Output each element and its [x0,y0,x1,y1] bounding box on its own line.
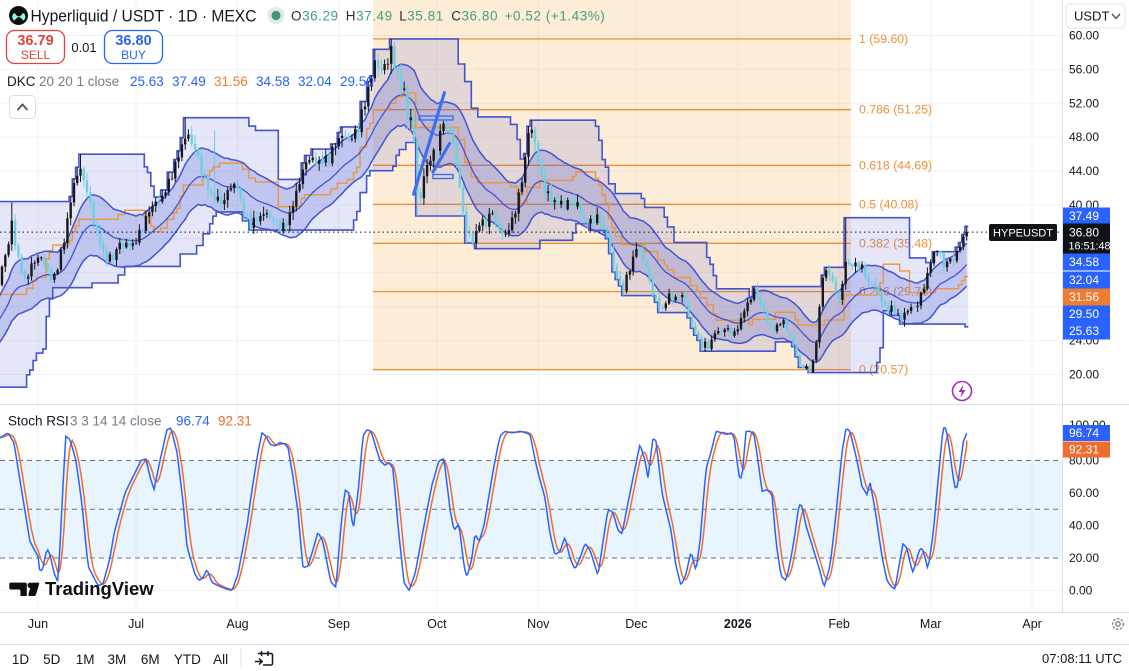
svg-text:C36.80: C36.80 [451,9,498,24]
svg-text:HYPEUSDT: HYPEUSDT [993,228,1053,240]
svg-text:1M: 1M [76,652,95,667]
svg-text:+0.52 (+1.43%): +0.52 (+1.43%) [505,9,606,24]
svg-text:Jun: Jun [28,617,48,631]
svg-text:92.31: 92.31 [218,414,252,429]
svg-text:36.79: 36.79 [17,33,53,49]
svg-text:Oct: Oct [427,617,447,631]
svg-text:0.01: 0.01 [71,40,96,55]
svg-text:Nov: Nov [527,617,550,631]
svg-text:0.5 (40.08): 0.5 (40.08) [859,197,918,211]
svg-text:1D: 1D [12,652,30,667]
svg-text:20.00: 20.00 [1069,368,1099,382]
svg-text:0.382 (35.48): 0.382 (35.48) [859,236,932,250]
svg-text:Jul: Jul [128,617,144,631]
svg-text:32.04: 32.04 [1069,273,1099,287]
svg-text:96.74: 96.74 [176,414,210,429]
svg-text:36.80: 36.80 [1069,226,1099,240]
svg-text:44.00: 44.00 [1069,164,1099,178]
svg-text:Apr: Apr [1022,617,1041,631]
svg-text:31.56: 31.56 [1069,290,1099,304]
svg-text:BUY: BUY [121,48,146,62]
svg-text:48.00: 48.00 [1069,130,1099,144]
svg-text:60.00: 60.00 [1069,486,1099,500]
svg-text:L35.81: L35.81 [399,9,444,24]
svg-text:92.31: 92.31 [1069,443,1099,457]
svg-text:29.50: 29.50 [1069,307,1099,321]
svg-text:32.04: 32.04 [298,74,332,89]
svg-text:3 3 14 14 close: 3 3 14 14 close [70,414,162,429]
svg-text:0.786 (51.25): 0.786 (51.25) [859,103,932,117]
svg-text:Sep: Sep [328,617,350,631]
svg-text:5D: 5D [43,652,61,667]
svg-text:60.00: 60.00 [1069,29,1099,43]
svg-text:0.00: 0.00 [1069,584,1093,598]
svg-text:56.00: 56.00 [1069,62,1099,76]
svg-text:2026: 2026 [724,617,752,631]
svg-text:Feb: Feb [828,617,850,631]
svg-text:SELL: SELL [21,48,51,62]
svg-text:Mar: Mar [920,617,942,631]
svg-text:31.56: 31.56 [214,74,248,89]
svg-text:40.00: 40.00 [1069,519,1099,533]
svg-text:37.49: 37.49 [172,74,206,89]
svg-text:25.63: 25.63 [1069,324,1099,338]
svg-text:All: All [213,652,228,667]
svg-text:0.618 (44.69): 0.618 (44.69) [859,158,932,172]
svg-text:Dec: Dec [625,617,647,631]
svg-text:37.49: 37.49 [1069,209,1099,223]
svg-text:USDT: USDT [1074,9,1109,24]
svg-text:Stoch RSI: Stoch RSI [8,414,69,429]
svg-text:6M: 6M [141,652,160,667]
svg-text:DKC: DKC [7,74,36,89]
svg-text:52.00: 52.00 [1069,96,1099,110]
svg-text:YTD: YTD [174,652,201,667]
svg-text:TradingView: TradingView [45,578,154,599]
svg-text:34.58: 34.58 [256,74,290,89]
svg-text:Hyperliquid / USDT · 1D · MEXC: Hyperliquid / USDT · 1D · MEXC [31,8,257,26]
svg-text:Aug: Aug [226,617,248,631]
svg-text:H37.49: H37.49 [346,9,393,24]
svg-text:16:51:48: 16:51:48 [1069,241,1111,253]
svg-text:3M: 3M [108,652,127,667]
svg-text:20.00: 20.00 [1069,551,1099,565]
svg-text:34.58: 34.58 [1069,255,1099,269]
svg-text:07:08:11 UTC: 07:08:11 UTC [1042,651,1122,666]
svg-text:20 20 1 close: 20 20 1 close [39,74,119,89]
svg-text:96.74: 96.74 [1069,426,1099,440]
svg-text:O36.29: O36.29 [291,9,339,24]
svg-text:36.80: 36.80 [115,33,151,49]
svg-text:25.63: 25.63 [130,74,164,89]
svg-text:29.50: 29.50 [340,74,374,89]
svg-text:1 (59.60): 1 (59.60) [859,32,908,46]
